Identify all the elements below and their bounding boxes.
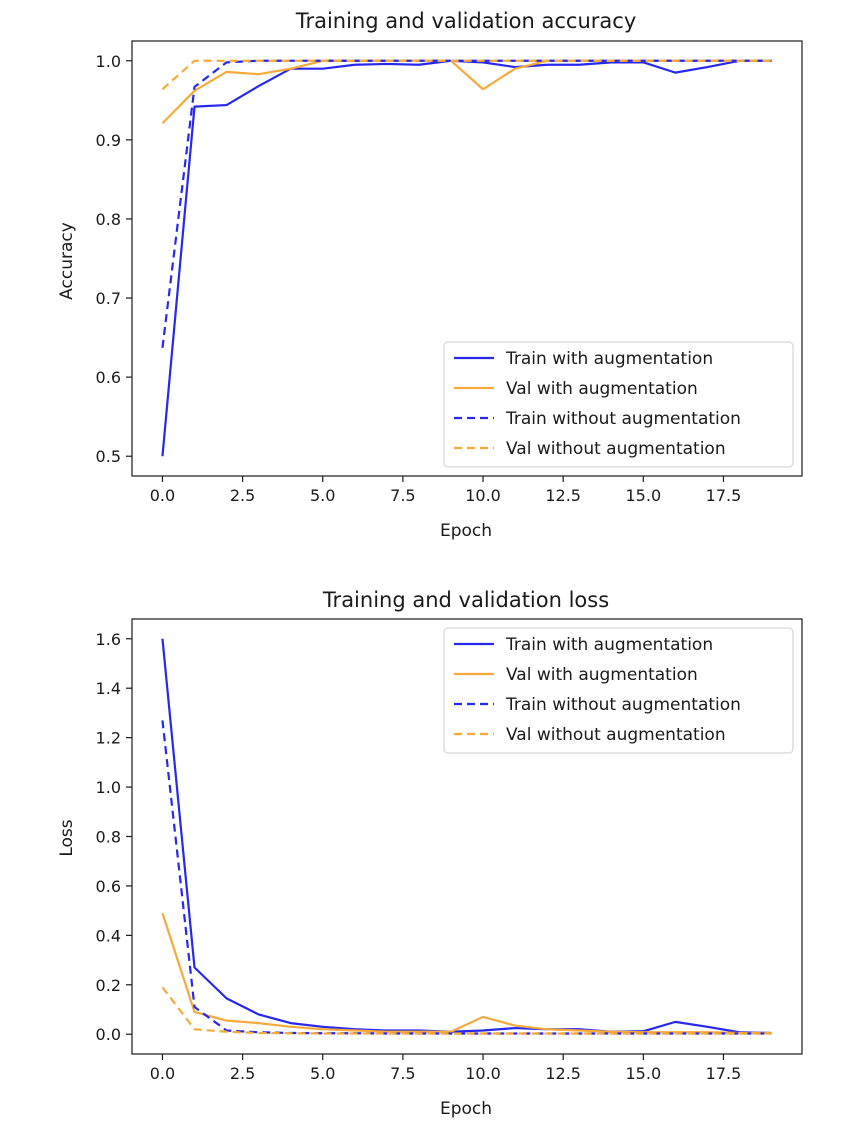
accuracy-series-line-1 [161, 59, 772, 125]
loss-series-line-1 [161, 912, 772, 1035]
loss-legend-label-3: Val without augmentation [506, 725, 726, 745]
accuracy-x-tick-label: 12.5 [545, 486, 581, 505]
accuracy-legend-label-1: Val with augmentation [506, 379, 698, 399]
accuracy-x-tick-label: 17.5 [706, 486, 742, 505]
loss-x-axis-label: Epoch [440, 1099, 492, 1119]
accuracy-y-tick-label: 0.9 [96, 131, 121, 150]
accuracy-series-line-2 [161, 59, 772, 349]
loss-y-tick-label: 0.8 [96, 828, 121, 847]
loss-x-tick-label: 2.5 [230, 1064, 255, 1083]
loss-legend: Train with augmentation Val with augmenta… [443, 627, 794, 754]
accuracy-plot-frame [131, 40, 803, 477]
accuracy-lines [161, 59, 772, 457]
loss-y-tick-label: 0.6 [96, 877, 121, 896]
loss-x-tick-label: 5.0 [310, 1064, 335, 1083]
loss-y-axis-label: Loss [57, 819, 77, 856]
loss-y-tick-label: 1.0 [96, 778, 121, 797]
loss-y-tick-label: 1.4 [96, 679, 121, 698]
loss-x-tick-label: 15.0 [626, 1064, 662, 1083]
accuracy-x-tick-label: 2.5 [230, 486, 255, 505]
accuracy-ticks: 0.0 2.5 5.0 7.5 10.0 12.5 15.0 17.5 0.5 0.6 0.7 0.8… [96, 52, 742, 505]
accuracy-y-tick-label: 1.0 [96, 52, 121, 71]
accuracy-y-tick-label: 0.7 [96, 289, 121, 308]
loss-chart-title: Training and validation loss [322, 588, 609, 612]
loss-legend-label-0: Train with augmentation [505, 635, 713, 655]
loss-y-tick-label: 0.2 [96, 976, 121, 995]
accuracy-x-axis-label: Epoch [440, 521, 492, 541]
loss-chart: Training and validation loss Epoch Loss … [57, 588, 803, 1119]
loss-x-tick-label: 7.5 [390, 1064, 415, 1083]
accuracy-x-tick-label: 7.5 [390, 486, 415, 505]
accuracy-y-tick-label: 0.8 [96, 210, 121, 229]
loss-x-tick-label: 12.5 [545, 1064, 581, 1083]
loss-series-line-2 [161, 720, 772, 1035]
loss-series-line-0 [161, 638, 772, 1035]
accuracy-x-tick-label: 15.0 [626, 486, 662, 505]
accuracy-legend: Train with augmentation Val with augmenta… [443, 341, 794, 468]
loss-y-tick-label: 1.2 [96, 729, 121, 748]
accuracy-x-tick-label: 0.0 [150, 486, 175, 505]
accuracy-y-axis-label: Accuracy [57, 222, 77, 300]
loss-series-line-3 [161, 986, 772, 1035]
loss-y-tick-label: 0.0 [96, 1025, 121, 1044]
loss-ticks: 0.0 2.5 5.0 7.5 10.0 12.5 15.0 17.5 0.0 0.2 0.4 0.6… [96, 630, 742, 1083]
loss-x-tick-label: 0.0 [150, 1064, 175, 1083]
loss-x-tick-label: 10.0 [465, 1064, 501, 1083]
loss-legend-label-1: Val with augmentation [506, 665, 698, 685]
loss-x-tick-label: 17.5 [706, 1064, 742, 1083]
loss-legend-label-2: Train without augmentation [505, 695, 741, 715]
loss-y-tick-label: 0.4 [96, 926, 121, 945]
accuracy-chart: Training and validation accuracy Epoch A… [57, 9, 803, 541]
accuracy-chart-title: Training and validation accuracy [295, 9, 637, 33]
accuracy-y-tick-label: 0.6 [96, 368, 121, 387]
accuracy-legend-label-0: Train with augmentation [505, 349, 713, 369]
accuracy-legend-box [443, 341, 794, 468]
accuracy-series-line-3 [161, 59, 772, 91]
accuracy-legend-label-3: Val without augmentation [506, 439, 726, 459]
loss-lines [161, 638, 772, 1035]
accuracy-x-tick-label: 5.0 [310, 486, 335, 505]
loss-plot-frame [131, 618, 803, 1055]
loss-y-tick-label: 1.6 [96, 630, 121, 649]
accuracy-y-tick-label: 0.5 [96, 447, 121, 466]
accuracy-legend-label-2: Train without augmentation [505, 409, 741, 429]
loss-legend-box [443, 627, 794, 754]
accuracy-x-tick-label: 10.0 [465, 486, 501, 505]
